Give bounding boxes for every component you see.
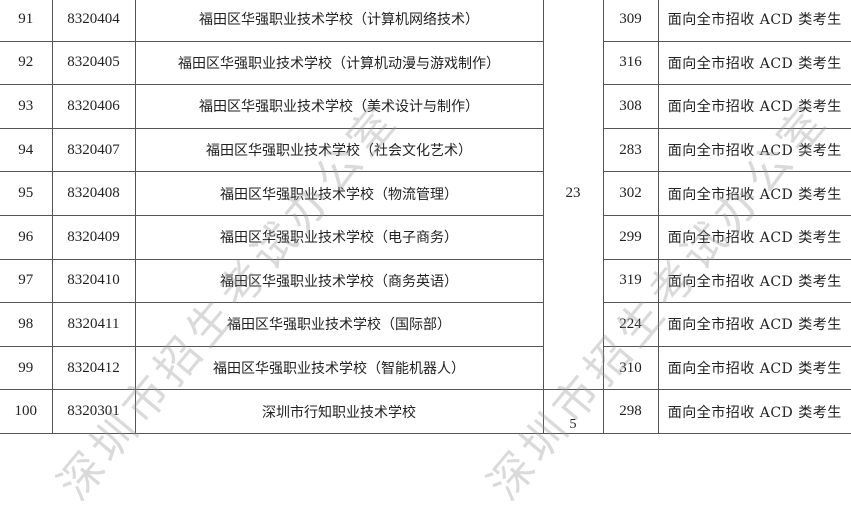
school-code: 8320404 <box>51 0 136 42</box>
row-number: 98 <box>0 302 53 347</box>
table-row: 96 8320409 福田区华强职业技术学校（电子商务） 299 面向全市招收 ACD … <box>0 214 851 260</box>
school-code: 8320408 <box>51 171 136 216</box>
table-row: 100 8320301 深圳市行知职业技术学校 5 298 面向全市招收 ACD 类考生 <box>0 389 851 434</box>
school-name: 深圳市行知职业技术学校 <box>134 389 544 434</box>
school-name: 福田区华强职业技术学校（计算机动漫与游戏制作） <box>134 40 544 86</box>
school-code: 8320409 <box>51 214 136 260</box>
admission-category: 面向全市招收 ACD 类考生 <box>657 302 851 347</box>
row-number: 99 <box>0 345 53 391</box>
school-code: 8320406 <box>51 84 136 129</box>
row-number: 97 <box>0 258 53 304</box>
min-score: 310 <box>602 345 659 391</box>
admission-category: 面向全市招收 ACD 类考生 <box>657 127 851 173</box>
school-code: 8320405 <box>51 40 136 86</box>
admission-category: 面向全市招收 ACD 类考生 <box>657 0 851 42</box>
row-number: 100 <box>0 389 53 434</box>
admission-category: 面向全市招收 ACD 类考生 <box>657 40 851 86</box>
school-name: 福田区华强职业技术学校（国际部） <box>134 302 544 347</box>
min-score: 298 <box>602 389 659 434</box>
min-score: 309 <box>602 0 659 42</box>
table-row: 97 8320410 福田区华强职业技术学校（商务英语） 319 面向全市招收 ACD … <box>0 258 851 304</box>
school-name: 福田区华强职业技术学校（社会文化艺术） <box>134 127 544 173</box>
table-row: 91 8320404 福田区华强职业技术学校（计算机网络技术） 23 309 面向全市招收… <box>0 0 851 391</box>
admission-category: 面向全市招收 ACD 类考生 <box>657 84 851 129</box>
min-score: 308 <box>602 84 659 129</box>
row-number: 92 <box>0 40 53 86</box>
admission-category: 面向全市招收 ACD 类考生 <box>657 171 851 216</box>
min-score: 319 <box>602 258 659 304</box>
school-code: 8320410 <box>51 258 136 304</box>
min-score: 283 <box>602 127 659 173</box>
min-score: 302 <box>602 171 659 216</box>
row-number: 94 <box>0 127 53 173</box>
table-row: 92 8320405 福田区华强职业技术学校（计算机动漫与游戏制作） 316 面向全市招… <box>0 40 851 86</box>
school-name: 福田区华强职业技术学校（计算机网络技术） <box>134 0 544 42</box>
school-name: 福田区华强职业技术学校（商务英语） <box>134 258 544 304</box>
school-code: 8320301 <box>51 389 136 434</box>
school-name: 福田区华强职业技术学校（物流管理） <box>134 171 544 216</box>
admission-category: 面向全市招收 ACD 类考生 <box>657 258 851 304</box>
min-score: 299 <box>602 214 659 260</box>
row-number: 91 <box>0 0 53 42</box>
table-row: 98 8320411 福田区华强职业技术学校（国际部） 224 面向全市招收 ACD 类… <box>0 302 851 347</box>
admission-category: 面向全市招收 ACD 类考生 <box>657 214 851 260</box>
quota-cell: 23 <box>542 0 604 391</box>
school-name: 福田区华强职业技术学校（美术设计与制作） <box>134 84 544 129</box>
table-row: 94 8320407 福田区华强职业技术学校（社会文化艺术） 283 面向全市招收 AC… <box>0 127 851 173</box>
table-row: 93 8320406 福田区华强职业技术学校（美术设计与制作） 308 面向全市招收 A… <box>0 84 851 129</box>
school-name: 福田区华强职业技术学校（电子商务） <box>134 214 544 260</box>
admission-category: 面向全市招收 ACD 类考生 <box>657 345 851 391</box>
school-code: 8320412 <box>51 345 136 391</box>
table-row: 99 8320412 福田区华强职业技术学校（智能机器人） 310 面向全市招收 ACD… <box>0 345 851 391</box>
school-name: 福田区华强职业技术学校（智能机器人） <box>134 345 544 391</box>
min-score: 316 <box>602 40 659 86</box>
quota-cell: 5 <box>542 389 604 434</box>
admission-score-table: 91 8320404 福田区华强职业技术学校（计算机网络技术） 23 309 面向全市招收… <box>0 0 851 434</box>
row-number: 93 <box>0 84 53 129</box>
min-score: 224 <box>602 302 659 347</box>
row-number: 95 <box>0 171 53 216</box>
admission-category: 面向全市招收 ACD 类考生 <box>657 389 851 434</box>
school-code: 8320407 <box>51 127 136 173</box>
school-code: 8320411 <box>51 302 136 347</box>
row-number: 96 <box>0 214 53 260</box>
table-row: 95 8320408 福田区华强职业技术学校（物流管理） 302 面向全市招收 ACD … <box>0 171 851 216</box>
